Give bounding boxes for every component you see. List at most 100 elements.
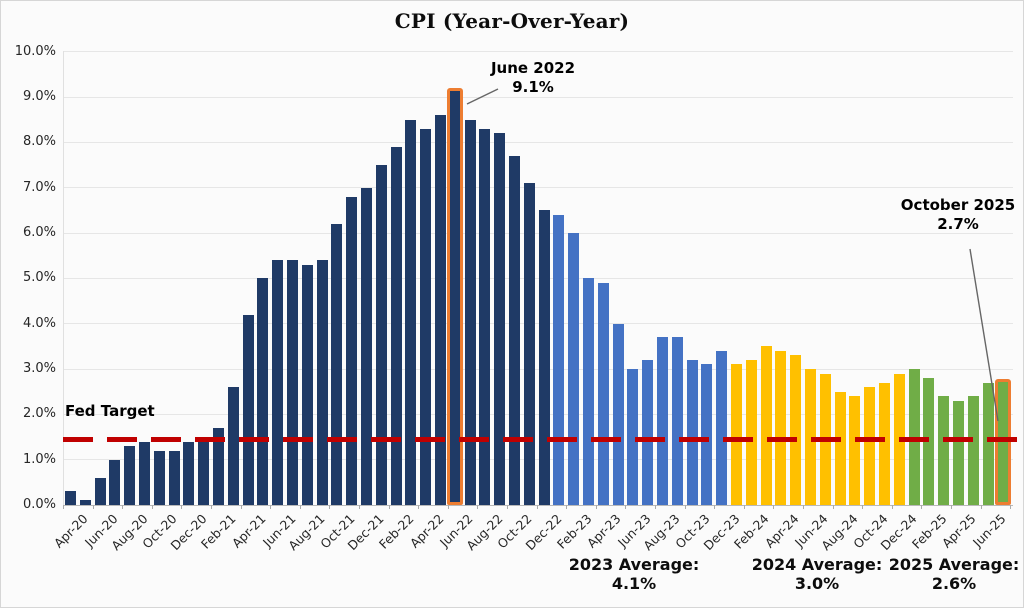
y-axis-label: 1.0% <box>22 451 56 467</box>
bar-aug-21 <box>301 264 313 505</box>
gridline <box>63 96 1013 98</box>
fed-target-label: Fed Target <box>65 402 155 420</box>
x-axis-tick <box>655 505 656 509</box>
bar-oct-20 <box>153 450 165 505</box>
x-axis-tick <box>714 505 716 509</box>
bar-oct-22 <box>508 155 520 505</box>
average-2024-label: 2024 Average: <box>751 555 883 574</box>
october-2025-annotation: October 2025 2.7% <box>878 196 1023 234</box>
gridline <box>63 232 1013 234</box>
y-axis-label: 6.0% <box>22 225 56 241</box>
x-axis-tick <box>1010 505 1012 509</box>
x-axis-tick <box>329 505 331 509</box>
bar-nov-23 <box>701 364 713 505</box>
bar-apr-21 <box>242 314 254 505</box>
x-axis-tick <box>743 505 745 509</box>
bar-oct-25 <box>995 378 1011 505</box>
x-axis-tick <box>299 505 301 509</box>
x-axis-tick <box>122 505 124 509</box>
bar-apr-23 <box>597 282 609 505</box>
x-axis-tick <box>921 505 923 509</box>
bar-feb-22 <box>390 146 402 505</box>
bar-aug-24 <box>834 391 846 505</box>
bar-may-25 <box>967 396 979 505</box>
y-axis-label: 4.0% <box>22 315 56 331</box>
bar-may-23 <box>612 323 624 505</box>
bar-mar-23 <box>582 278 594 505</box>
bar-nov-24 <box>878 382 890 505</box>
bar-jul-20 <box>109 459 121 505</box>
gridline <box>63 187 1013 189</box>
bar-feb-24 <box>745 359 757 505</box>
average-2024: 2024 Average: 3.0% <box>744 555 890 593</box>
y-axis-label: 3.0% <box>22 361 56 376</box>
fed-target-line <box>63 436 1023 442</box>
x-axis-tick <box>181 505 183 509</box>
bar-dec-21 <box>360 187 372 505</box>
bar-jul-23 <box>642 359 654 505</box>
bar-dec-23 <box>716 350 728 505</box>
bar-jan-22 <box>375 165 387 505</box>
x-axis-tick <box>891 505 893 509</box>
x-axis-tick <box>536 505 538 509</box>
x-axis-tick <box>566 505 568 509</box>
bar-sep-24 <box>849 396 861 505</box>
bar-apr-20 <box>64 491 76 505</box>
y-axis-label: 7.0% <box>22 179 56 195</box>
october-2025-annotation-date: October 2025 <box>900 196 1016 214</box>
y-axis-label: 5.0% <box>22 270 56 286</box>
gridline <box>63 504 1013 506</box>
bar-may-21 <box>257 278 269 505</box>
y-axis-label: 2.0% <box>22 406 56 422</box>
bar-apr-25 <box>952 400 964 505</box>
x-axis-tick <box>684 505 686 509</box>
x-axis-tick <box>211 505 212 509</box>
bar-oct-21 <box>331 223 343 505</box>
x-axis-tick <box>151 505 153 509</box>
x-axis-tick <box>447 505 449 509</box>
x-axis-tick <box>359 505 360 509</box>
x-axis-tick <box>625 505 627 509</box>
bar-aug-22 <box>479 128 491 505</box>
bar-mar-24 <box>760 346 772 505</box>
bar-jun-25 <box>982 382 994 505</box>
gridline <box>63 413 1013 415</box>
bar-apr-22 <box>420 128 432 505</box>
average-2025-value: 2.6% <box>931 573 977 593</box>
june-2022-annotation-value: 9.1% <box>512 78 554 96</box>
x-axis-tick <box>270 505 272 509</box>
bar-aug-23 <box>656 337 668 505</box>
gridline <box>63 277 1013 279</box>
average-2023-value: 4.1% <box>611 573 657 593</box>
x-axis-tick <box>92 505 94 509</box>
bar-oct-24 <box>864 387 876 505</box>
y-axis-label: 9.0% <box>22 89 56 105</box>
bar-feb-21 <box>212 427 224 505</box>
gridline <box>63 459 1013 461</box>
bar-sep-20 <box>138 441 150 505</box>
bar-jul-21 <box>286 260 298 505</box>
bar-sep-23 <box>671 337 683 505</box>
x-axis-tick <box>63 505 64 509</box>
chart-title: CPI (Year-Over-Year) <box>394 9 630 33</box>
bar-may-22 <box>434 115 446 505</box>
bar-mar-22 <box>405 119 417 505</box>
x-axis-tick <box>773 505 775 509</box>
x-axis-tick <box>980 505 982 509</box>
bar-dec-22 <box>538 210 550 505</box>
average-2023-label: 2023 Average: <box>568 555 700 574</box>
x-axis-tick <box>240 505 242 509</box>
bar-jun-22 <box>447 88 463 505</box>
bar-jan-21 <box>198 441 210 505</box>
y-axis-label: 10.0% <box>14 43 56 59</box>
y-axis-label: 8.0% <box>22 134 56 150</box>
gridline <box>63 368 1013 370</box>
bar-oct-23 <box>686 359 698 505</box>
bar-jan-24 <box>730 364 742 505</box>
bar-mar-21 <box>227 387 239 505</box>
bar-dec-20 <box>183 441 195 505</box>
bar-feb-23 <box>568 233 580 505</box>
bar-nov-22 <box>523 183 535 505</box>
october-2025-annotation-value: 2.7% <box>937 215 979 233</box>
average-2023: 2023 Average: 4.1% <box>561 555 707 593</box>
